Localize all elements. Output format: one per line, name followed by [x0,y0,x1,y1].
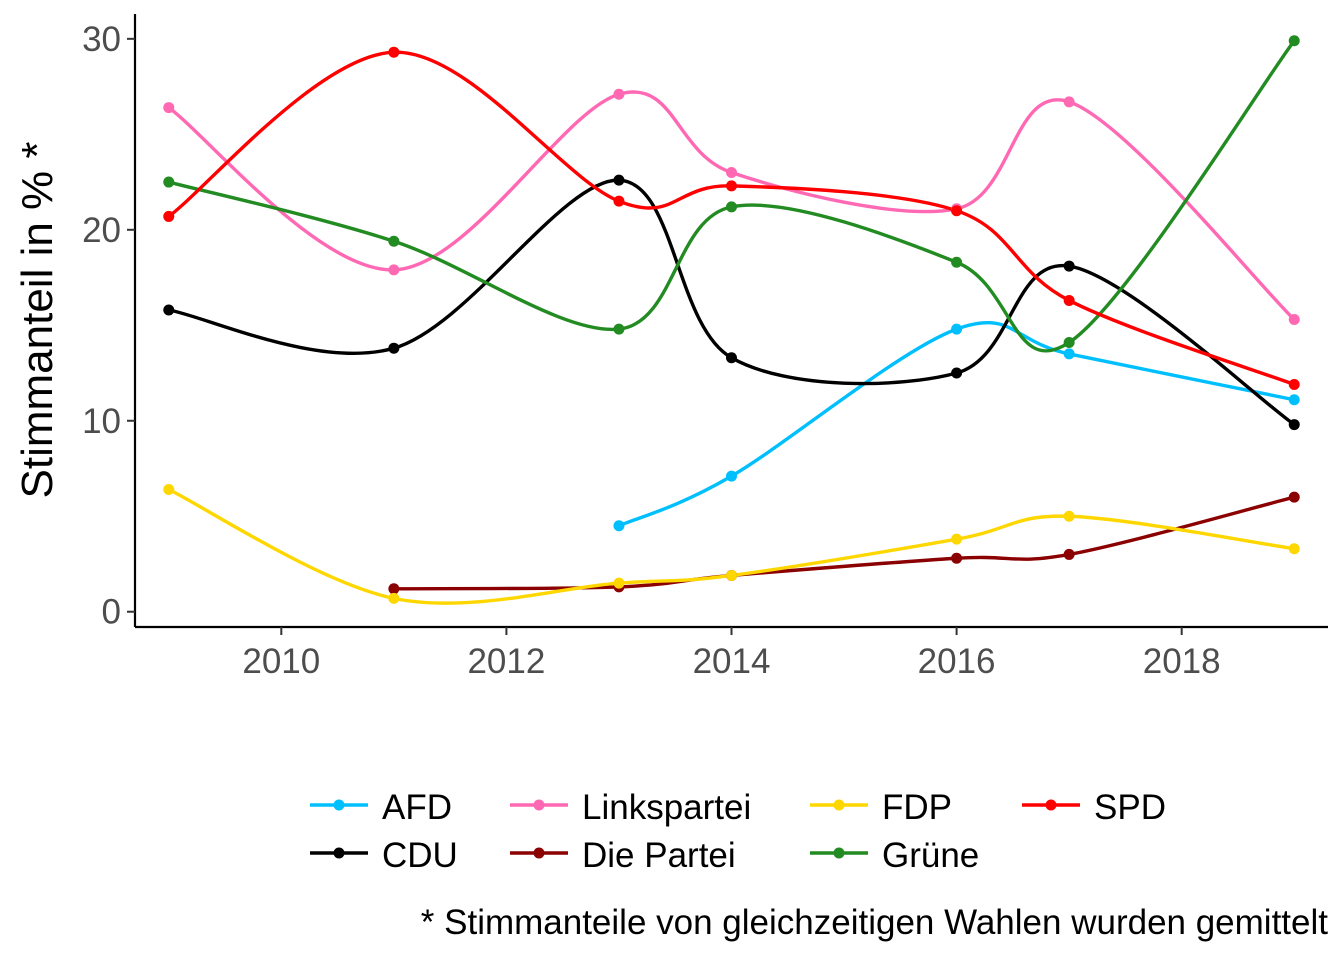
data-point-linkspartei [1288,314,1300,326]
data-point-gr-ne [1288,35,1300,47]
data-point-fdp [613,577,625,589]
data-point-afd [613,520,625,532]
data-point-spd [163,210,175,222]
data-point-afd [726,470,737,482]
legend-key-point [533,847,545,859]
x-tick-label: 2010 [242,642,320,681]
legend-label: Die Partei [582,836,736,875]
legend-key-point [333,847,345,859]
legend-label: Grüne [882,836,979,875]
data-point-die-partei [951,552,963,564]
y-tick-label: 10 [82,402,121,441]
data-point-spd [388,46,400,58]
series-line-die-partei [393,495,1295,591]
legend-label: FDP [882,788,952,827]
y-tick-label: 30 [82,20,121,59]
data-point-linkspartei [1063,96,1075,108]
data-point-spd [951,205,963,217]
data-point-cdu [1063,260,1075,272]
legend-key-point [1045,799,1057,811]
y-axis-ticks: 0 10 20 30 [82,20,135,632]
y-tick-label: 20 [82,211,121,250]
data-point-afd [1288,394,1300,406]
data-point-linkspartei [726,167,737,179]
x-tick-label: 2016 [918,642,996,681]
series-lines [167,39,1296,605]
data-point-gr-ne [726,201,737,213]
legend-label: SPD [1094,788,1166,827]
data-point-fdp [388,592,400,604]
chart-caption: * Stimmanteile von gleichzeitigen Wahlen… [421,903,1328,942]
legend-item-cdu: CDU [310,836,458,875]
data-point-die-partei [388,583,400,595]
series-points [163,35,1300,604]
series-line-afd [618,320,1295,528]
data-point-die-partei [1288,491,1300,503]
data-point-linkspartei [388,264,400,276]
data-point-gr-ne [1063,336,1075,348]
data-point-die-partei [1063,548,1075,560]
legend-item-spd: SPD [1022,788,1166,827]
data-point-fdp [1288,543,1300,555]
data-point-fdp [163,484,175,496]
y-axis-title: Stimmanteil in % * [13,141,62,498]
data-point-gr-ne [951,256,963,268]
data-point-spd [613,195,625,207]
data-point-cdu [726,352,737,364]
data-point-afd [951,323,963,335]
legend-key-point [833,799,845,811]
legend-item-linkspartei: Linkspartei [510,788,751,827]
series-line-fdp [168,487,1295,605]
data-point-spd [726,180,737,192]
x-tick-label: 2012 [467,642,545,681]
legend-item-fdp: FDP [810,788,952,827]
legend-label: CDU [382,836,458,875]
data-point-cdu [613,174,625,186]
data-point-gr-ne [388,235,400,247]
legend-label: Linkspartei [582,788,751,827]
data-point-gr-ne [163,176,175,188]
legend: AFD Linkspartei FDP SPD CDU Die Partei Grüne [310,788,1166,875]
data-point-fdp [951,533,963,545]
legend-item-afd: AFD [310,788,452,827]
legend-item-gr-ne: Grüne [810,836,979,875]
data-point-cdu [951,367,963,379]
legend-label: AFD [382,788,452,827]
data-point-gr-ne [613,323,625,335]
legend-key-point [833,847,845,859]
data-point-linkspartei [613,88,625,100]
x-axis-ticks: 2010 2012 2014 2016 2018 [242,627,1221,681]
legend-key-point [533,799,545,811]
data-point-cdu [163,304,175,316]
legend-item-die-partei: Die Partei [510,836,736,875]
y-tick-label: 0 [102,593,121,632]
data-point-fdp [1063,510,1075,522]
data-point-spd [1063,294,1075,306]
series-line-spd [167,50,1295,387]
data-point-cdu [388,342,400,354]
data-point-spd [1288,378,1300,390]
data-point-cdu [1288,419,1300,431]
x-tick-label: 2014 [693,642,771,681]
data-point-linkspartei [163,102,175,114]
data-point-fdp [726,569,737,581]
legend-key-point [333,799,345,811]
x-tick-label: 2018 [1143,642,1221,681]
data-point-afd [1063,348,1075,360]
series-line-cdu [168,178,1296,426]
series-line-gr-ne [168,39,1296,353]
